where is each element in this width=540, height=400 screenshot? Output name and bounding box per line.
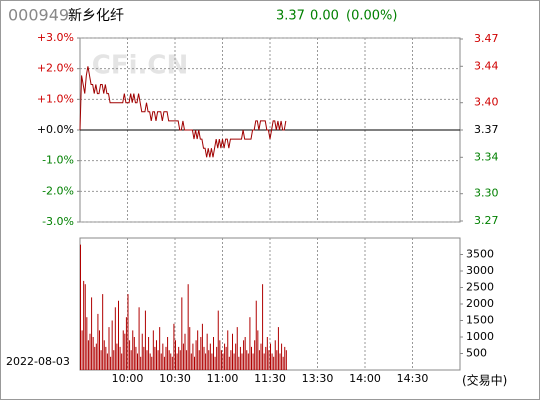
date: 2022-08-03 bbox=[6, 355, 70, 368]
y2-tick-label: 3.27 bbox=[474, 214, 499, 227]
y-tick-label: +1.0% bbox=[37, 92, 74, 105]
x-tick-label: 13:30 bbox=[302, 372, 334, 385]
x-tick-label: 14:00 bbox=[349, 372, 381, 385]
x-tick-label: 11:30 bbox=[254, 372, 286, 385]
x-tick-label: 14:30 bbox=[397, 372, 429, 385]
y-tick-label: 3000 bbox=[466, 264, 494, 277]
x-tick-label: 10:30 bbox=[159, 372, 191, 385]
y-tick-label: +3.0% bbox=[37, 31, 74, 44]
y2-tick-label: 3.40 bbox=[474, 96, 499, 109]
change-percent: (0.00%) bbox=[346, 9, 397, 24]
x-tick-label: 11:00 bbox=[207, 372, 239, 385]
x-tick-label: 10:00 bbox=[112, 372, 144, 385]
price: 3.37 bbox=[276, 9, 305, 24]
y2-tick-label: 3.44 bbox=[474, 59, 499, 72]
change: 0.00 bbox=[310, 9, 339, 24]
y-tick-label: -1.0% bbox=[42, 154, 74, 167]
y2-tick-label: 3.37 bbox=[474, 123, 499, 136]
y-tick-label: 500 bbox=[466, 347, 487, 360]
watermark: CFi.CN bbox=[92, 51, 188, 81]
y-tick-label: -3.0% bbox=[42, 215, 74, 228]
status: (交易中) bbox=[462, 373, 507, 388]
y-tick-label: -2.0% bbox=[42, 184, 74, 197]
y-tick-label: 2000 bbox=[466, 297, 494, 310]
y-tick-label: +0.0% bbox=[37, 123, 74, 136]
y-tick-label: 3500 bbox=[466, 248, 494, 261]
y-tick-label: 2500 bbox=[466, 281, 494, 294]
y2-tick-label: 3.30 bbox=[474, 187, 499, 200]
y-tick-label: 1500 bbox=[466, 314, 494, 327]
y2-tick-label: 3.47 bbox=[474, 32, 499, 45]
y2-tick-label: 3.34 bbox=[474, 150, 499, 163]
y-tick-label: +2.0% bbox=[37, 62, 74, 75]
price-line bbox=[79, 66, 287, 158]
stock-code: 000949 bbox=[8, 6, 69, 25]
y-tick-label: 1000 bbox=[466, 330, 494, 343]
stock-name: 新乡化纤 bbox=[68, 8, 124, 24]
